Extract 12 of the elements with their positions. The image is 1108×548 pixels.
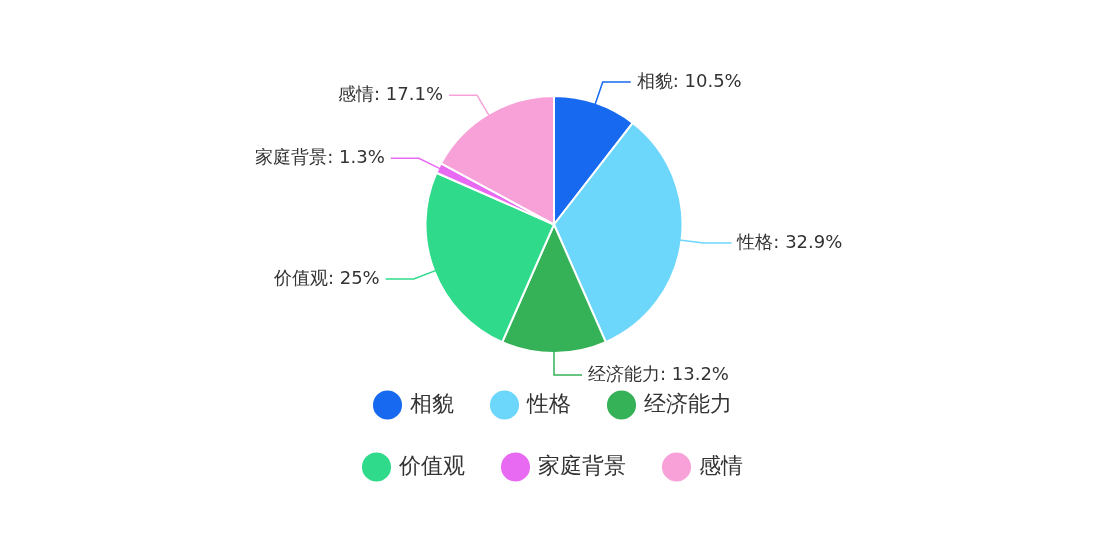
legend-label: 性格 xyxy=(525,390,571,416)
legend-label: 价值观 xyxy=(397,452,465,478)
legend-label: 家庭背景 xyxy=(537,452,626,478)
data-label: 相貌: 10.5% xyxy=(636,69,742,91)
data-label: 经济能力: 13.2% xyxy=(588,362,729,384)
data-label: 性格: 32.9% xyxy=(736,230,843,252)
legend-label: 感情 xyxy=(698,452,743,478)
data-label: 价值观: 25% xyxy=(272,266,380,288)
data-label: 家庭背景: 1.3% xyxy=(255,145,385,167)
legend-label: 相貌 xyxy=(409,390,454,416)
data-label: 感情: 17.1% xyxy=(338,82,443,104)
legend-label: 经济能力 xyxy=(643,390,732,416)
